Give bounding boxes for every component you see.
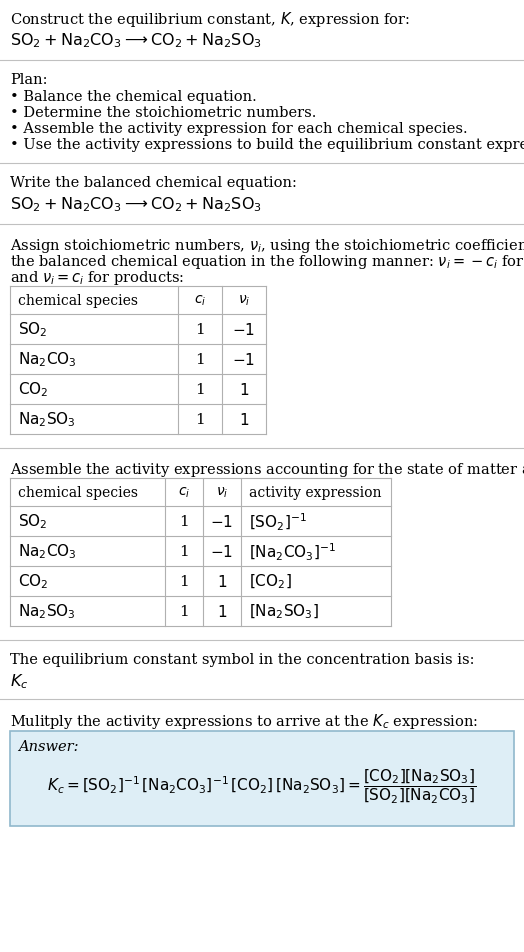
Text: 1: 1	[195, 352, 205, 367]
Text: $\mathrm{CO_2}$: $\mathrm{CO_2}$	[18, 380, 49, 399]
Text: $c_i$: $c_i$	[178, 486, 190, 500]
Text: 1: 1	[179, 545, 189, 559]
Text: Assign stoichiometric numbers, $\nu_i$, using the stoichiometric coefficients, $: Assign stoichiometric numbers, $\nu_i$, …	[10, 237, 524, 255]
Text: $\nu_i$: $\nu_i$	[216, 486, 228, 500]
Text: $\nu_i$: $\nu_i$	[238, 293, 250, 307]
Bar	[10, 287, 266, 434]
Text: • Balance the chemical equation.: • Balance the chemical equation.	[10, 89, 257, 104]
Text: 1: 1	[195, 383, 205, 397]
Text: 1: 1	[179, 574, 189, 588]
Text: $1$: $1$	[217, 604, 227, 620]
Text: chemical species: chemical species	[18, 486, 138, 500]
Text: Plan:: Plan:	[10, 73, 48, 87]
Text: $\mathrm{SO_2 + Na_2CO_3 \longrightarrow CO_2 + Na_2SO_3}$: $\mathrm{SO_2 + Na_2CO_3 \longrightarrow…	[10, 195, 262, 213]
Text: $\mathrm{Na_2SO_3}$: $\mathrm{Na_2SO_3}$	[18, 410, 76, 429]
Text: $[\mathrm{SO_2}]^{-1}$: $[\mathrm{SO_2}]^{-1}$	[249, 511, 307, 532]
Text: 1: 1	[195, 323, 205, 337]
Text: $-1$: $-1$	[233, 351, 256, 367]
Text: The equilibrium constant symbol in the concentration basis is:: The equilibrium constant symbol in the c…	[10, 652, 475, 666]
Text: $[\mathrm{Na_2SO_3}]$: $[\mathrm{Na_2SO_3}]$	[249, 603, 319, 621]
Text: $\mathrm{SO_2}$: $\mathrm{SO_2}$	[18, 512, 48, 531]
Text: $K_c = [\mathrm{SO_2}]^{-1}\,[\mathrm{Na_2CO_3}]^{-1}\,[\mathrm{CO_2}]\,[\mathrm: $K_c = [\mathrm{SO_2}]^{-1}\,[\mathrm{Na…	[48, 767, 476, 805]
Text: $1$: $1$	[239, 411, 249, 427]
Text: $\mathrm{Na_2SO_3}$: $\mathrm{Na_2SO_3}$	[18, 602, 76, 621]
Text: $-1$: $-1$	[211, 544, 234, 560]
Text: and $\nu_i = c_i$ for products:: and $\nu_i = c_i$ for products:	[10, 268, 184, 287]
Text: $[\mathrm{CO_2}]$: $[\mathrm{CO_2}]$	[249, 572, 292, 590]
Text: $-1$: $-1$	[211, 513, 234, 529]
Text: • Use the activity expressions to build the equilibrium constant expression.: • Use the activity expressions to build …	[10, 138, 524, 151]
Text: Construct the equilibrium constant, $K$, expression for:: Construct the equilibrium constant, $K$,…	[10, 10, 410, 29]
Text: $K_c$: $K_c$	[10, 671, 28, 690]
Bar	[10, 731, 514, 826]
Text: chemical species: chemical species	[18, 293, 138, 307]
Text: $[\mathrm{Na_2CO_3}]^{-1}$: $[\mathrm{Na_2CO_3}]^{-1}$	[249, 541, 336, 562]
Text: • Determine the stoichiometric numbers.: • Determine the stoichiometric numbers.	[10, 106, 316, 120]
Text: $1$: $1$	[239, 382, 249, 398]
Text: $\mathrm{Na_2CO_3}$: $\mathrm{Na_2CO_3}$	[18, 542, 77, 561]
Text: $\mathrm{CO_2}$: $\mathrm{CO_2}$	[18, 572, 49, 591]
Text: • Assemble the activity expression for each chemical species.: • Assemble the activity expression for e…	[10, 122, 467, 136]
Text: $c_i$: $c_i$	[194, 293, 206, 307]
Text: $\mathrm{SO_2 + Na_2CO_3 \longrightarrow CO_2 + Na_2SO_3}$: $\mathrm{SO_2 + Na_2CO_3 \longrightarrow…	[10, 31, 262, 50]
Text: Write the balanced chemical equation:: Write the balanced chemical equation:	[10, 176, 297, 189]
Text: Assemble the activity expressions accounting for the state of matter and $\nu_i$: Assemble the activity expressions accoun…	[10, 461, 524, 479]
Text: activity expression: activity expression	[249, 486, 381, 500]
Text: Answer:: Answer:	[18, 739, 79, 753]
Text: 1: 1	[195, 412, 205, 426]
Text: $1$: $1$	[217, 573, 227, 589]
Text: $-1$: $-1$	[233, 322, 256, 338]
Text: the balanced chemical equation in the following manner: $\nu_i = -c_i$ for react: the balanced chemical equation in the fo…	[10, 252, 524, 270]
Text: $\mathrm{Na_2CO_3}$: $\mathrm{Na_2CO_3}$	[18, 350, 77, 369]
Bar	[10, 479, 391, 626]
Text: Mulitply the activity expressions to arrive at the $K_c$ expression:: Mulitply the activity expressions to arr…	[10, 711, 478, 730]
Text: 1: 1	[179, 514, 189, 528]
Text: $\mathrm{SO_2}$: $\mathrm{SO_2}$	[18, 320, 48, 339]
Text: 1: 1	[179, 605, 189, 619]
